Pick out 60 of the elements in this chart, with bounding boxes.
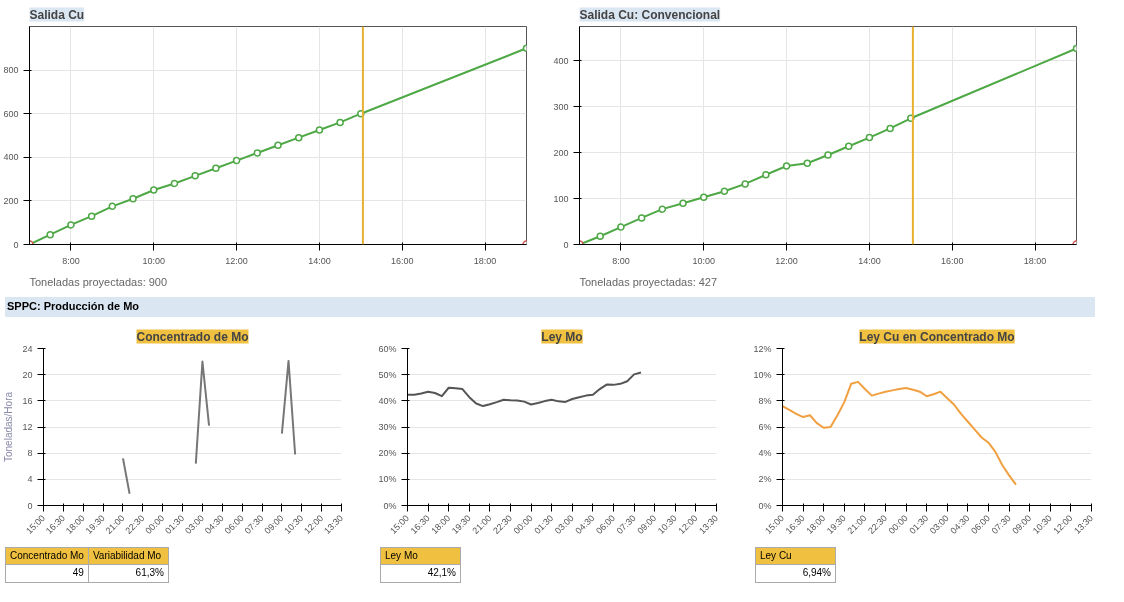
y-tick-label: 20% xyxy=(378,448,397,459)
y-tick-label: 10% xyxy=(378,474,397,485)
x-tick-label: 12:00 xyxy=(775,255,798,266)
x-tick-label: 8:00 xyxy=(612,255,630,266)
x-tick-label: 12:00 xyxy=(225,255,248,266)
y-tick-label: 6% xyxy=(758,422,772,432)
x-tick-label: 14:00 xyxy=(308,255,331,266)
y-tick-label: 20 xyxy=(22,369,33,380)
y-tick-label: 200 xyxy=(553,147,569,158)
chart-title: Ley Mo xyxy=(541,329,583,344)
text: Toneladas proyectadas: 427 xyxy=(579,275,718,288)
x-tick-label: 8:00 xyxy=(62,255,80,266)
y-tick-label: 0 xyxy=(27,500,33,511)
y-tick-label: 400 xyxy=(3,152,19,163)
x-tick-label: 14:00 xyxy=(858,255,881,266)
y-tick-label: 2% xyxy=(758,474,772,485)
chart-subtitle: SPPC: Producción de Mo xyxy=(5,297,1095,317)
y-tick-label: 8% xyxy=(758,395,772,406)
y-tick-label: 800 xyxy=(3,65,19,76)
text: 6,94% xyxy=(755,564,836,583)
y-tick-label: 0% xyxy=(758,500,772,511)
x-tick-label: 18:00 xyxy=(1023,255,1047,266)
chart-title: Salida Cu: Convencional xyxy=(579,7,721,22)
y-axis-title: Toneladas/Hora xyxy=(3,391,15,463)
text: Concentrado Mo xyxy=(5,547,89,565)
text: Ley Mo xyxy=(380,547,461,565)
x-tick-label: 18:00 xyxy=(473,255,497,266)
y-tick-label: 0% xyxy=(383,500,397,511)
y-tick-label: 200 xyxy=(3,195,19,206)
y-tick-label: 12% xyxy=(753,343,772,354)
text: Toneladas proyectadas: 900 xyxy=(29,275,168,288)
y-tick-label: 300 xyxy=(553,101,569,112)
y-tick-label: 4 xyxy=(27,474,33,485)
chart-title: Ley Cu en Concentrado Mo xyxy=(859,329,1015,344)
text: 61,3% xyxy=(88,564,169,583)
y-tick-label: 0 xyxy=(13,239,19,250)
chart-title: Salida Cu xyxy=(29,7,85,22)
y-tick-label: 400 xyxy=(553,55,569,66)
y-tick-label: 10% xyxy=(753,369,772,380)
text: 49 xyxy=(5,564,89,583)
y-tick-label: 30% xyxy=(378,422,397,432)
y-tick-label: 12 xyxy=(22,422,33,432)
text: Variabilidad Mo xyxy=(88,547,169,565)
y-tick-label: 100 xyxy=(553,193,569,204)
text: Ley Cu xyxy=(755,547,836,565)
chart-title: Concentrado de Mo xyxy=(136,329,249,344)
x-tick-label: 16:00 xyxy=(390,255,414,266)
y-tick-label: 4% xyxy=(758,448,772,459)
y-tick-label: 8 xyxy=(27,448,33,459)
text: 42,1% xyxy=(380,564,461,583)
y-tick-label: 0 xyxy=(563,239,569,250)
y-tick-label: 50% xyxy=(378,369,397,380)
y-tick-label: 24 xyxy=(22,343,33,354)
y-tick-label: 40% xyxy=(378,395,397,406)
x-tick-label: 16:00 xyxy=(940,255,964,266)
y-tick-label: 60% xyxy=(378,343,397,354)
y-tick-label: 16 xyxy=(22,395,33,406)
y-tick-label: 600 xyxy=(3,108,19,119)
x-tick-label: 10:00 xyxy=(142,255,166,266)
x-tick-label: 10:00 xyxy=(692,255,716,266)
